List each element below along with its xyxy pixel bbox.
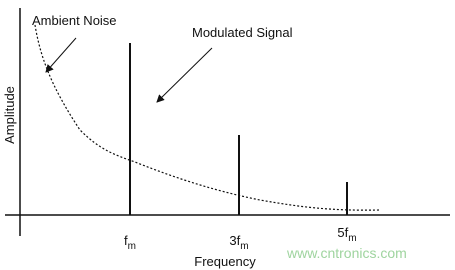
arrow [45, 37, 77, 73]
label-part: m [128, 241, 136, 252]
label-part: 3f [229, 233, 240, 248]
label-part: m [348, 233, 356, 244]
label-part: f [124, 233, 128, 248]
tick-label: 5fm [337, 225, 356, 244]
annotation: Modulated Signal [192, 25, 293, 40]
tick-label: 3fm [229, 233, 248, 252]
label-part: 5f [337, 225, 348, 240]
annotation: Ambient Noise [32, 13, 117, 28]
noise-curve [34, 24, 381, 211]
arrow [156, 47, 213, 103]
watermark: www.cntronics.com [286, 245, 407, 261]
tick-label: fm [124, 233, 136, 252]
y-axis-label: Amplitude [2, 86, 17, 144]
label-part: m [240, 241, 248, 252]
x-axis-label: Frequency [194, 254, 256, 269]
